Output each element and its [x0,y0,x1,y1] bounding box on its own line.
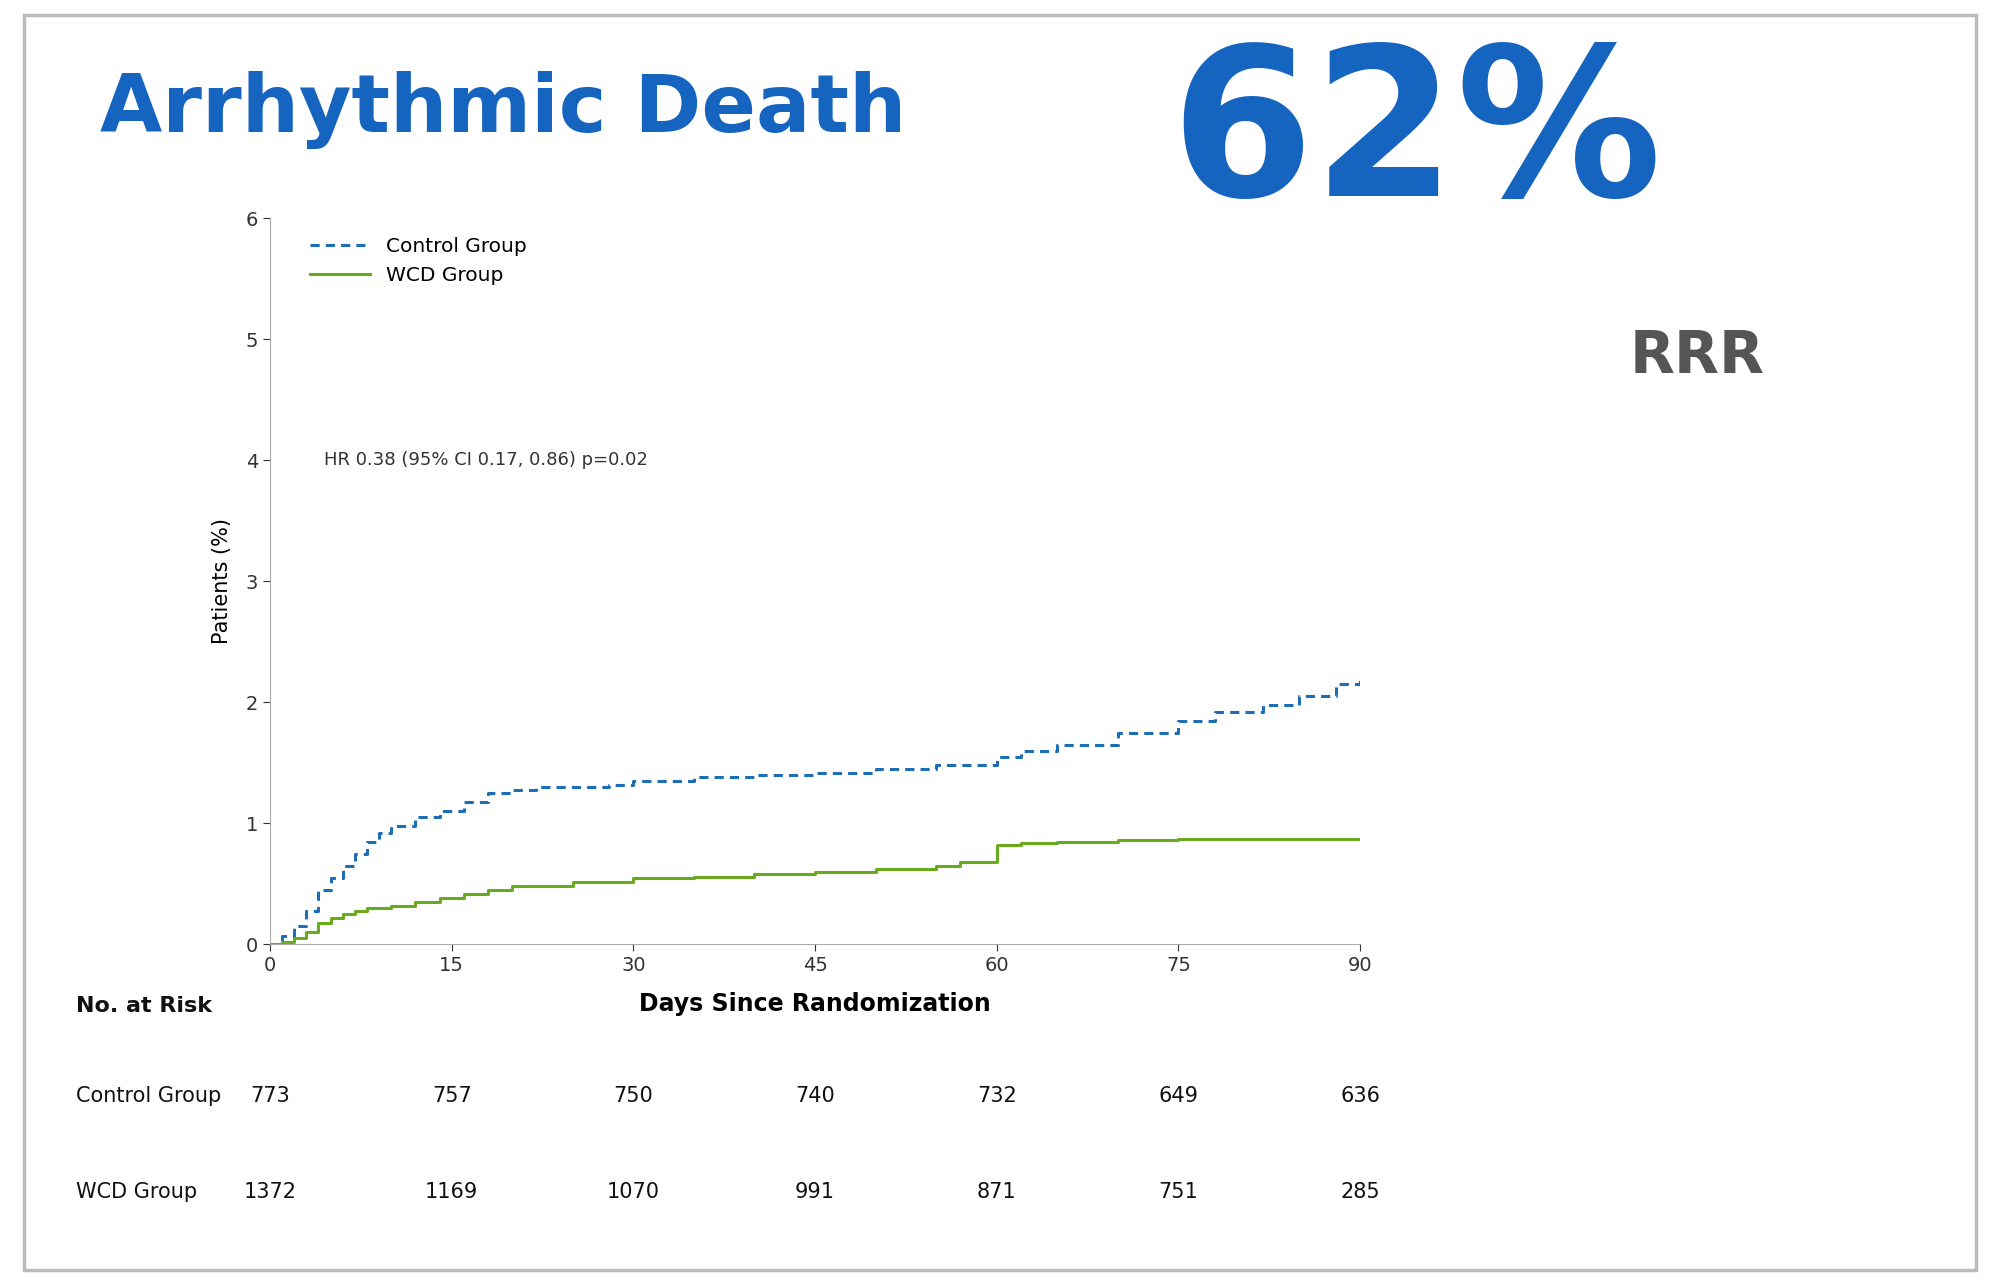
Text: No. at Risk: No. at Risk [76,996,212,1016]
Text: 871: 871 [976,1182,1016,1203]
Text: 732: 732 [976,1086,1016,1106]
Text: 1169: 1169 [426,1182,478,1203]
Legend: Control Group, WCD Group: Control Group, WCD Group [302,229,536,293]
Text: 751: 751 [1158,1182,1198,1203]
Text: 750: 750 [614,1086,654,1106]
Text: 740: 740 [796,1086,834,1106]
Text: Arrhythmic Death: Arrhythmic Death [100,71,906,149]
Y-axis label: Patients (%): Patients (%) [212,518,232,645]
Text: WCD Group: WCD Group [76,1182,198,1203]
Text: 649: 649 [1158,1086,1198,1106]
Text: 1070: 1070 [606,1182,660,1203]
Text: 757: 757 [432,1086,472,1106]
Text: 773: 773 [250,1086,290,1106]
X-axis label: Days Since Randomization: Days Since Randomization [640,992,990,1016]
Text: 1372: 1372 [244,1182,296,1203]
Text: RRR: RRR [1630,328,1766,384]
Text: 62%: 62% [1170,39,1662,239]
Text: 991: 991 [796,1182,836,1203]
Text: 285: 285 [1340,1182,1380,1203]
Text: HR 0.38 (95% CI 0.17, 0.86) p=0.02: HR 0.38 (95% CI 0.17, 0.86) p=0.02 [324,451,648,469]
Text: Control Group: Control Group [76,1086,222,1106]
Text: 636: 636 [1340,1086,1380,1106]
